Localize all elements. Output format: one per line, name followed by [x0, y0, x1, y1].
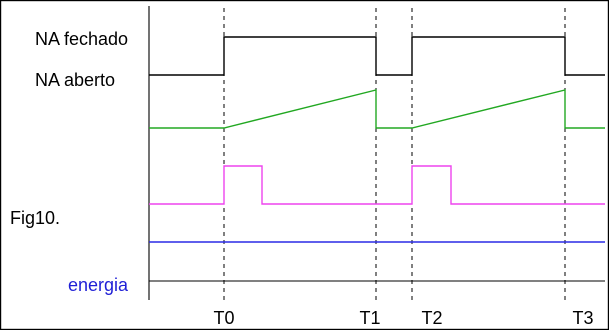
time-label-t2: T2 — [421, 308, 442, 328]
time-label-t3: T3 — [572, 308, 593, 328]
ramp-waveform — [149, 89, 605, 129]
pulse-waveform — [149, 165, 605, 205]
label-figure: Fig10. — [10, 208, 60, 228]
label-energia: energia — [68, 275, 129, 295]
label-na-fechado: NA fechado — [35, 29, 128, 49]
time-label-t0: T0 — [213, 308, 234, 328]
contact-state-waveform — [149, 36, 605, 76]
label-na-aberto: NA aberto — [35, 70, 115, 90]
time-label-t1: T1 — [359, 308, 380, 328]
